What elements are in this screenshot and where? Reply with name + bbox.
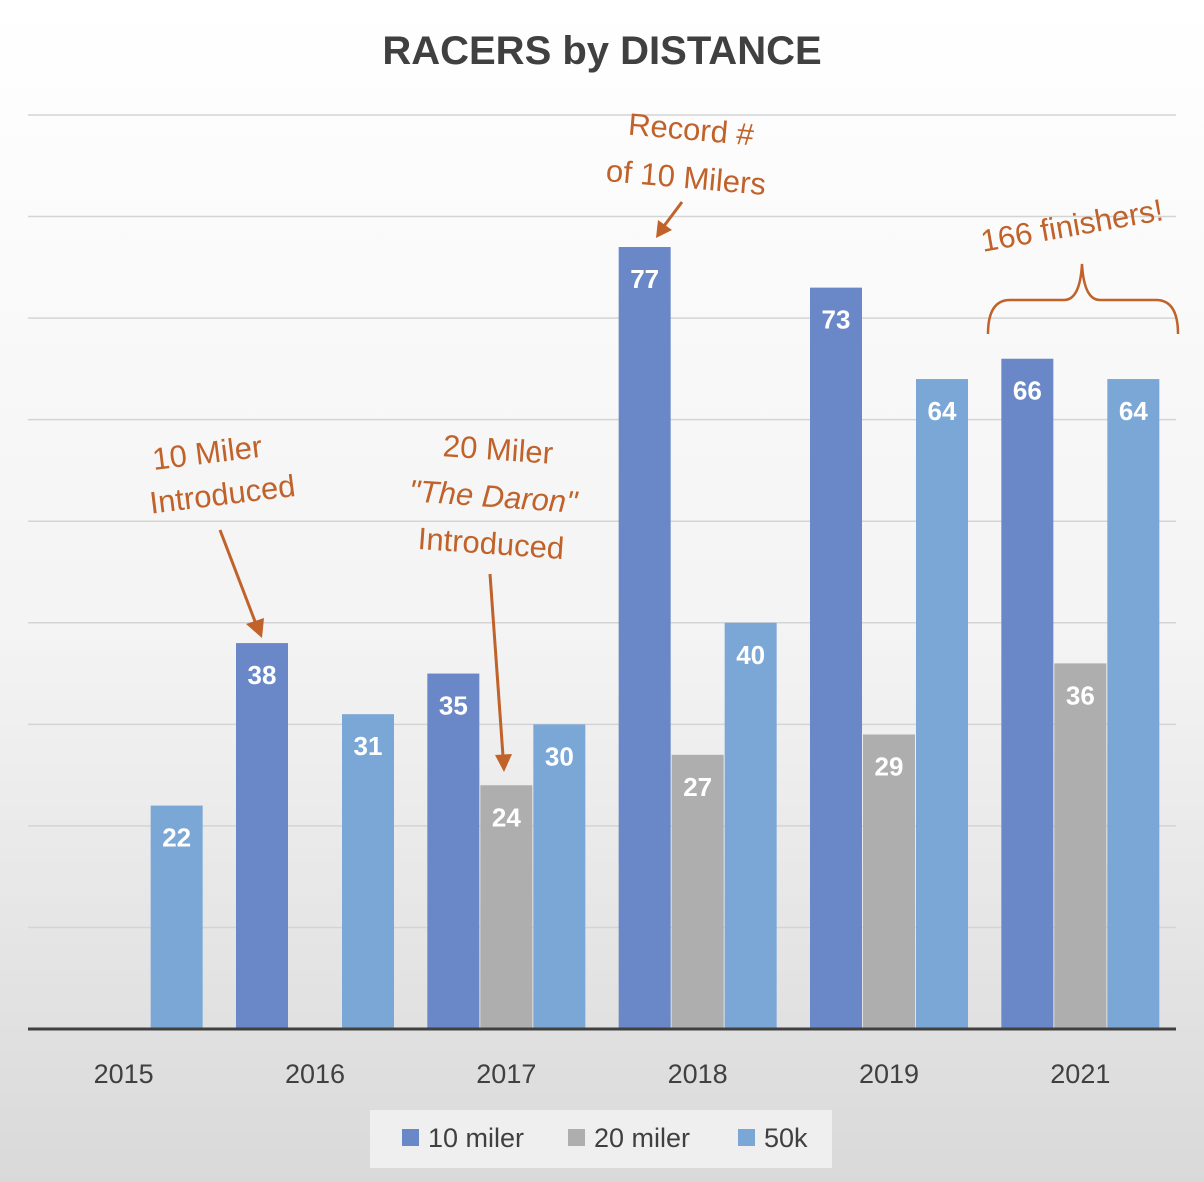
- bar-50k-2016: [342, 714, 394, 1029]
- data-label: 66: [1013, 376, 1042, 406]
- bar-20-miler-2018: [671, 754, 724, 1029]
- chart-title: RACERS by DISTANCE: [382, 29, 821, 73]
- data-label: 24: [492, 802, 521, 832]
- legend-swatch: [738, 1129, 755, 1146]
- data-label: 38: [248, 660, 277, 690]
- bar-20-miler-2017: [480, 785, 533, 1029]
- x-tick-label: 2016: [285, 1059, 345, 1089]
- x-tick-label: 2018: [668, 1059, 728, 1089]
- bar-20-miler-2021: [1054, 663, 1107, 1029]
- legend-label: 20 miler: [594, 1123, 690, 1153]
- data-label: 73: [822, 305, 851, 335]
- data-label: 27: [683, 772, 712, 802]
- annotation-finishers-brace: [986, 263, 1180, 335]
- data-label: 36: [1066, 680, 1095, 710]
- bar-50k-2021: [1107, 379, 1160, 1029]
- x-tick-labels: 2015 2016 2017 2018 2019 2021: [94, 1059, 1111, 1089]
- data-label: 77: [630, 264, 659, 294]
- annotation-10-miler-line-1: 10 Miler: [150, 429, 264, 477]
- data-label: 30: [545, 741, 574, 771]
- x-tick-label: 2019: [859, 1059, 919, 1089]
- annotation-10-miler-introduced: 10 Miler Introduced: [148, 429, 298, 521]
- annotation-finishers: 166 finishers!: [978, 192, 1180, 335]
- data-label: 35: [439, 691, 468, 721]
- gridlines: [28, 114, 1176, 929]
- bar-10-miler-2019: [810, 287, 862, 1030]
- annotation-20-miler-line-2: "The Daron": [408, 473, 580, 520]
- annotation-20-miler-introduced: 20 Miler "The Daron" Introduced: [408, 428, 580, 566]
- data-label: 40: [736, 640, 765, 670]
- bar-50k-2018: [724, 622, 777, 1029]
- bar-50k-2019: [916, 379, 968, 1029]
- bar-10-miler-2021: [1001, 358, 1054, 1029]
- annotation-20-miler-line-1: 20 Miler: [442, 428, 554, 471]
- legend: 10 miler 20 miler 50k: [370, 1110, 832, 1168]
- annotation-record: Record # of 10 Milers: [605, 107, 768, 202]
- bar-50k-2017: [533, 724, 586, 1029]
- bar-10-miler-2016: [236, 643, 288, 1029]
- legend-swatch: [568, 1129, 585, 1146]
- bar-20-miler-2019: [863, 734, 915, 1029]
- annotation-10-miler-arrow: [218, 529, 264, 638]
- data-label: 31: [354, 731, 383, 761]
- annotation-20-miler-arrow: [488, 573, 512, 772]
- x-tick-label: 2015: [94, 1059, 154, 1089]
- annotation-20-miler-line-3: Introduced: [417, 521, 566, 566]
- annotation-record-arrow: [656, 201, 684, 238]
- legend-label: 10 miler: [428, 1123, 524, 1153]
- data-label: 22: [162, 823, 191, 853]
- data-label: 64: [1119, 396, 1148, 426]
- annotation-finishers-text: 166 finishers!: [978, 192, 1166, 258]
- bar-10-miler-2018: [618, 247, 671, 1029]
- annotation-record-line-2: of 10 Milers: [605, 153, 768, 202]
- data-label: 64: [928, 396, 957, 426]
- bars: 22 38 31 35 24 30 77 27 40 73 29 64 66 36 64: [150, 247, 1160, 1030]
- annotation-record-line-1: Record #: [627, 107, 756, 153]
- legend-label: 50k: [764, 1123, 808, 1153]
- data-label: 29: [875, 751, 904, 781]
- bar-50k-2015: [150, 805, 203, 1029]
- bar-10-miler-2017: [427, 673, 480, 1029]
- legend-swatch: [402, 1129, 419, 1146]
- annotation-10-miler-line-2: Introduced: [148, 468, 298, 521]
- x-tick-label: 2021: [1050, 1059, 1110, 1089]
- x-tick-label: 2017: [476, 1059, 536, 1089]
